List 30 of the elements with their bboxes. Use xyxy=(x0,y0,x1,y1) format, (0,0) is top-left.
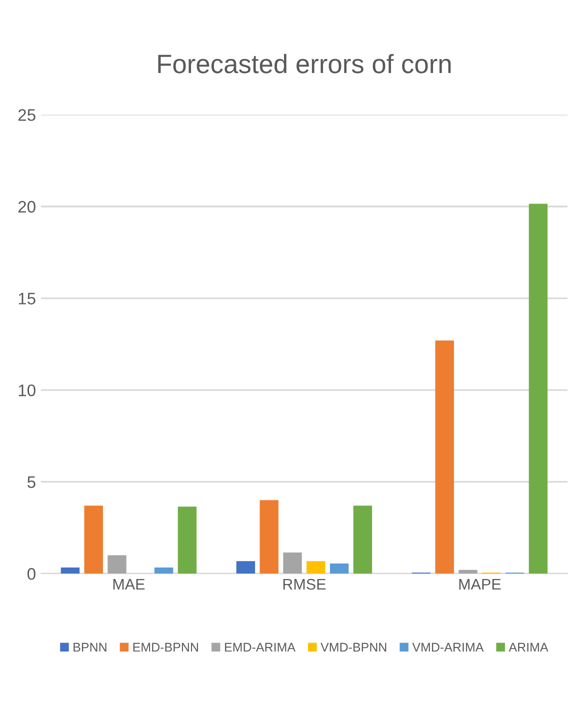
y-tick-label: 25 xyxy=(18,109,36,121)
bar xyxy=(178,506,197,574)
y-tick-label: 0 xyxy=(27,568,36,580)
bar xyxy=(330,564,349,574)
legend-label: BPNN xyxy=(74,642,106,652)
bar xyxy=(353,506,372,574)
y-tick-label: 10 xyxy=(18,384,36,396)
y-tick-label: 15 xyxy=(18,292,36,304)
x-tick-label: MAPE xyxy=(459,579,501,590)
bar xyxy=(306,561,326,574)
bar xyxy=(458,570,478,574)
bar xyxy=(154,568,174,574)
bar xyxy=(283,552,302,574)
x-tick-label: MAE xyxy=(113,579,145,590)
chart-title: Forecasted errors of corn xyxy=(158,54,451,74)
bar xyxy=(60,568,80,574)
legend-label: EMD-BPNN xyxy=(133,642,198,652)
bar xyxy=(435,340,454,574)
bar xyxy=(236,561,256,574)
x-tick-label: RMSE xyxy=(283,578,326,590)
legend-label: VMD-BPNN xyxy=(320,642,386,652)
y-tick-label: 20 xyxy=(18,200,36,213)
bar xyxy=(528,204,548,574)
legend-label: EMD-ARIMA xyxy=(225,642,296,652)
bar xyxy=(84,506,103,574)
bar xyxy=(260,500,278,574)
legend-label: ARIMA xyxy=(508,642,548,652)
legend-label: VMD-ARIMA xyxy=(412,642,484,652)
y-tick-label: 5 xyxy=(27,476,36,488)
bar xyxy=(108,555,126,574)
